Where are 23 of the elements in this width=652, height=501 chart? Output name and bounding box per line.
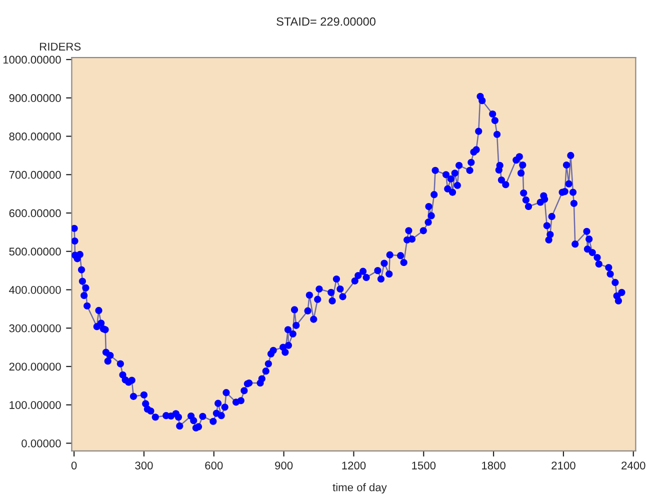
y-tick-label: 400.00000 (9, 286, 61, 294)
x-axis-title: time of day (332, 483, 387, 494)
x-tick-label: 0 (71, 462, 77, 470)
y-tick-label: 1000.00000 (3, 56, 61, 64)
y-tick-label: 500.00000 (9, 248, 61, 256)
y-tick-label: 0.00000 (22, 439, 61, 448)
y-tick-label: 900.00000 (9, 94, 61, 102)
y-tick-label: 700.00000 (9, 170, 61, 179)
y-tick-label: 100.00000 (10, 401, 61, 409)
x-tick-label: 1800 (482, 462, 506, 470)
x-tick-label: 300 (135, 462, 153, 470)
x-tick-label: 1200 (342, 462, 366, 470)
x-tick-label: 2100 (552, 462, 576, 470)
y-axis-title: RIDERS (40, 42, 81, 51)
x-tick-label: 600 (205, 462, 223, 470)
y-tick-label: 200.00000 (9, 362, 61, 371)
y-tick-label: 300.00000 (9, 324, 61, 332)
x-tick-label: 2400 (622, 462, 646, 470)
y-tick-label: 600.00000 (9, 209, 61, 218)
x-tick-label: 900 (275, 462, 293, 470)
chart-title: STAID= 229.00000 (276, 17, 376, 26)
y-tick-label: 800.00000 (9, 132, 61, 140)
x-tick-label: 1500 (412, 462, 436, 470)
